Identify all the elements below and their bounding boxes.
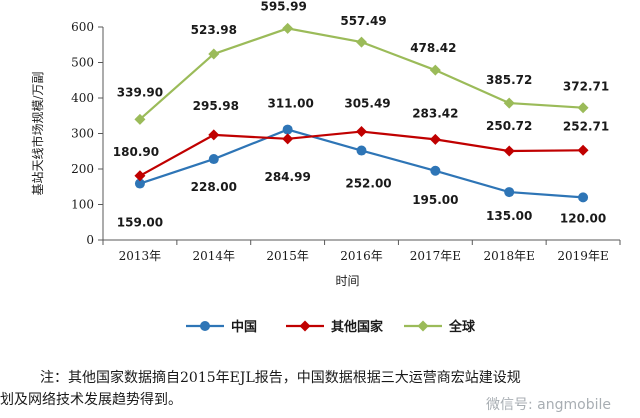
wechat-watermark: 微信号: angmobile — [486, 397, 611, 413]
data-point-other-countries — [503, 145, 515, 157]
x-tick-label: 2014年 — [193, 249, 236, 263]
data-label-china: 135.00 — [486, 209, 532, 223]
data-point-global — [134, 113, 146, 125]
x-tick-label: 2018年E — [484, 249, 535, 263]
data-label-global: 595.99 — [260, 0, 306, 13]
data-point-china — [504, 187, 515, 198]
footnote-line-2: 划及网络技术发展趋势得到。 — [0, 392, 182, 408]
data-label-global: 385.72 — [486, 73, 532, 87]
data-point-other-countries — [356, 126, 367, 138]
data-point-global — [577, 102, 589, 114]
x-tick-label: 2013年 — [119, 249, 162, 263]
legend-marker-other-countries — [299, 320, 311, 332]
data-label-other-countries: 284.99 — [264, 170, 310, 184]
data-point-global — [503, 97, 515, 109]
data-label-global: 478.42 — [410, 41, 456, 55]
data-label-china: 311.00 — [267, 97, 313, 111]
data-label-china: 228.00 — [191, 180, 237, 194]
data-point-other-countries — [577, 144, 589, 156]
data-label-china: 195.00 — [412, 193, 458, 207]
y-tick-label: 600 — [71, 20, 94, 34]
data-point-global — [356, 36, 367, 48]
data-label-other-countries: 252.71 — [563, 119, 609, 133]
legend-label-china: 中国 — [231, 319, 257, 335]
data-label-global: 523.98 — [191, 23, 237, 37]
x-tick-label: 2019年E — [557, 249, 608, 263]
data-point-china — [282, 124, 293, 135]
legend-label-other-countries: 其他国家 — [331, 319, 384, 335]
line-chart: 0 100 200 300 400 500 600 2013年 2014年 2015年 2016年 2… — [30, 0, 621, 335]
x-axis-title: 时间 — [335, 274, 359, 288]
data-label-other-countries: 305.49 — [344, 97, 390, 111]
data-label-global: 372.71 — [563, 80, 609, 94]
y-tick-label: 200 — [71, 162, 94, 176]
data-point-global — [429, 64, 441, 76]
data-point-china — [134, 178, 145, 189]
data-point-china — [208, 154, 219, 165]
data-label-other-countries: 250.72 — [486, 119, 532, 133]
data-point-other-countries — [429, 133, 441, 145]
data-label-china: 159.00 — [117, 216, 163, 230]
y-axis-title: 基站天线市场规模/万副 — [30, 71, 45, 195]
legend-marker-global — [417, 320, 429, 332]
legend-label-global: 全球 — [448, 319, 476, 335]
x-tick-label: 2015年 — [266, 249, 309, 263]
footnote: 注：其他国家数据摘自2015年EJL报告，中国数据根据三大运营商宏站建设规 划及… — [0, 367, 635, 411]
y-tick-label: 400 — [71, 91, 94, 105]
data-label-global: 339.90 — [117, 85, 163, 99]
y-tick-label: 0 — [86, 233, 94, 247]
y-tick-label: 300 — [71, 127, 94, 141]
legend-marker-china — [200, 321, 210, 331]
y-tick-label: 500 — [71, 56, 94, 70]
data-label-global: 557.49 — [340, 14, 386, 28]
data-label-china: 252.00 — [345, 177, 391, 191]
data-point-other-countries — [134, 170, 146, 182]
data-label-other-countries: 295.98 — [193, 99, 239, 113]
data-point-china — [430, 165, 441, 176]
data-point-global — [208, 48, 220, 60]
data-point-other-countries — [282, 133, 294, 145]
data-label-other-countries: 283.42 — [412, 106, 458, 120]
data-point-china — [578, 192, 589, 203]
data-label-china: 120.00 — [560, 211, 606, 225]
y-tick-label: 100 — [71, 198, 94, 212]
data-point-global — [282, 22, 294, 34]
data-point-other-countries — [208, 129, 220, 141]
data-point-china — [356, 145, 367, 156]
x-tick-label: 2016年 — [340, 249, 383, 263]
footnote-line-1: 注：其他国家数据摘自2015年EJL报告，中国数据根据三大运营商宏站建设规 — [40, 370, 521, 386]
x-tick-label: 2017年E — [410, 249, 461, 263]
data-label-other-countries: 180.90 — [113, 145, 159, 159]
